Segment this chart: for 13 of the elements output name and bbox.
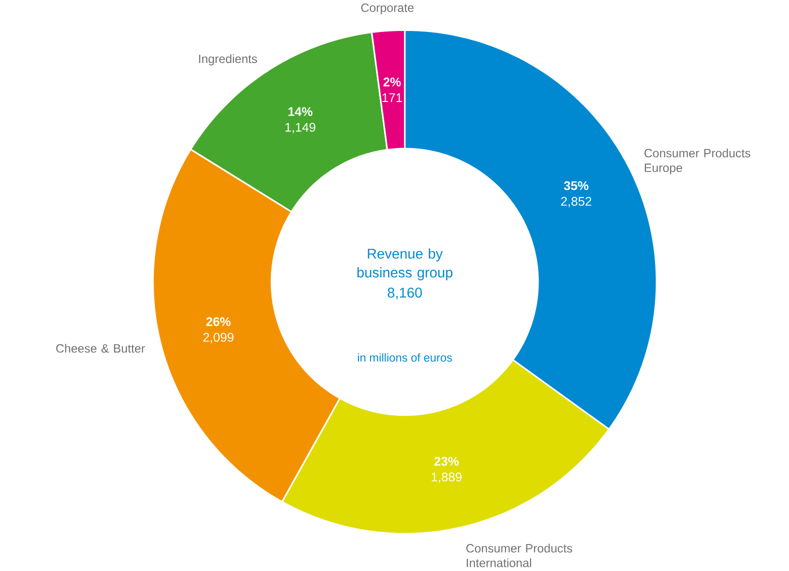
- text: in millions of euros: [358, 353, 452, 362]
- data-label: 35% 2,852: [561, 181, 592, 208]
- data-label: 14% 1,149: [285, 107, 316, 134]
- data-label: 2% 171: [382, 78, 402, 102]
- data-label: 26% 2,099: [203, 317, 234, 344]
- text: 8,160: [388, 288, 422, 300]
- slice-label: Consumer Products International: [466, 544, 572, 568]
- data-label: 23% 1,889: [432, 457, 462, 484]
- slice-label: Cheese & Butter: [56, 344, 145, 353]
- text: Revenue by business group: [357, 248, 452, 280]
- slice-label: Ingredients: [199, 54, 258, 66]
- slice-label: Corporate: [361, 4, 414, 15]
- slice-label: Consumer Products Europe: [644, 148, 750, 175]
